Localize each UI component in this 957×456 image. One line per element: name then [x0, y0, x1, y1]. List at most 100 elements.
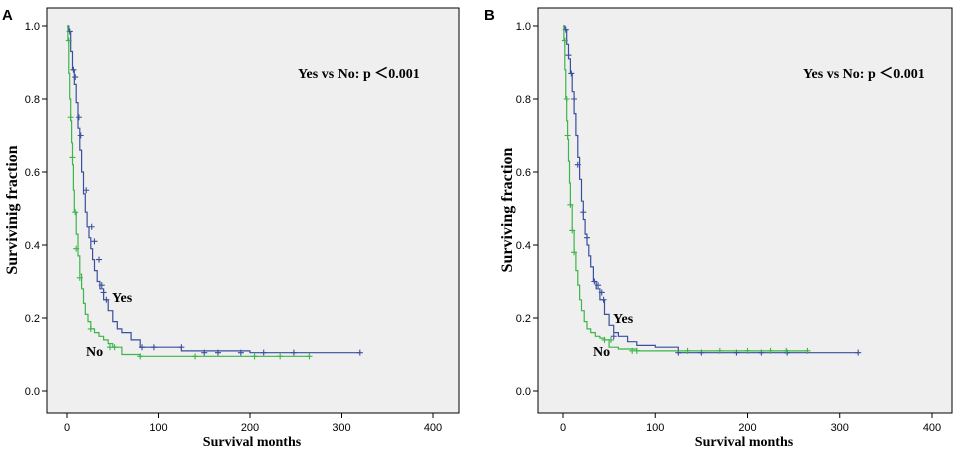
panel-a-y-tick-label: 0.2 [25, 313, 40, 325]
panel-a-censor-mark-yes [237, 349, 244, 356]
panel-a-censor-mark-yes [88, 223, 95, 230]
panel-a-curve-yes [67, 25, 360, 354]
panel-b-censor-mark-yes [583, 234, 590, 241]
panel-a-censor-mark-yes [201, 349, 208, 356]
panel-a-x-ticks: 0 100 200 300 400 [64, 413, 442, 434]
panel-b-y-axis-title: Surviving fraction [499, 147, 516, 272]
panel-b-censor-mark-no [567, 201, 574, 208]
panel-b-censor-mark-yes [595, 282, 602, 289]
panel-a-x-tick-label: 0 [64, 422, 70, 434]
panel-a-censor-mark-yes [98, 282, 105, 289]
panel-a-censor-mark-no [65, 37, 72, 44]
panel-b-curve-yes [563, 25, 859, 354]
panel-b-censor-mark-no [804, 347, 811, 354]
panel-b-censor-mark-no [563, 96, 570, 102]
panel-a-censor-mark-yes [75, 114, 82, 121]
panel-b-censor-mark-no [601, 336, 608, 343]
panel-a-censor-mark-yes [150, 344, 157, 351]
panel-b-y-tick-label: 0.8 [516, 94, 531, 106]
panel-a: A 0 100 200 300 400 0.0 0.2 0.4 0.6 0.8 1.0 Survi… [2, 7, 460, 450]
panel-b-x-tick-label: 300 [831, 422, 849, 434]
panel-a-x-tick-label: 200 [241, 422, 259, 434]
panel-b-curves [561, 25, 862, 356]
panel-b-y-tick-label: 0.4 [516, 240, 531, 252]
panel-a-censor-mark-no [69, 154, 76, 161]
panel-b-censor-mark-yes [574, 161, 581, 168]
panel-a-censor-mark-no [192, 353, 199, 360]
panel-a-series-label-no: No [86, 345, 103, 360]
panel-b-label: B [484, 7, 495, 24]
panel-b-censor-mark-no [569, 227, 576, 234]
panel-b-censor-mark-yes [580, 209, 587, 216]
panel-a-censor-mark-yes [260, 349, 267, 356]
panel-a-y-axis-title: Survivinig fraction [4, 145, 21, 274]
panel-b-censor-mark-yes [598, 289, 605, 296]
panel-a-censor-mark-yes [139, 344, 146, 351]
panel-a-censor-mark-no [277, 353, 284, 360]
panel-b-censor-mark-no [571, 249, 578, 256]
panel-a-y-tick-label: 0.8 [25, 94, 40, 106]
panel-a-censor-mark-yes [356, 349, 363, 356]
panel-a-censor-mark-no [72, 209, 79, 216]
panel-a-censor-mark-no [251, 353, 258, 360]
panel-b-censor-mark-yes [610, 333, 617, 340]
panel-a-censor-mark-yes [91, 238, 98, 245]
panel-a-y-tick-label: 0.4 [25, 240, 40, 252]
panel-a-censor-mark-no [137, 353, 144, 360]
panel-b-series-label-no: No [593, 345, 610, 360]
panel-b-x-tick-label: 200 [738, 422, 756, 434]
panel-b-censor-mark-no [744, 347, 751, 354]
panel-a-series-label-yes: Yes [112, 291, 133, 306]
panel-b-y-tick-label: 1.0 [516, 21, 531, 33]
panel-b-censor-mark-yes [568, 70, 575, 77]
panel-a-censor-mark-yes [96, 256, 103, 263]
panel-a-censor-mark-yes [214, 349, 221, 356]
panel-b-censor-mark-yes [571, 96, 578, 102]
panel-b-censor-mark-yes [600, 296, 607, 303]
panel-b-censor-mark-yes [565, 52, 572, 59]
panel-a-censor-mark-yes [72, 74, 79, 81]
panel-a-censor-mark-no [111, 344, 118, 351]
panel-a-censor-mark-yes [100, 289, 107, 296]
panel-a-censor-mark-no [73, 245, 80, 252]
panel-a-censor-mark-yes [77, 132, 84, 139]
panel-b-x-tick-label: 100 [646, 422, 664, 434]
panel-b-censor-mark-no [716, 347, 723, 354]
panel-b-y-ticks: 0.0 0.2 0.4 0.6 0.8 1.0 [516, 21, 538, 398]
panel-a-curves [65, 25, 363, 360]
panel-b-censor-mark-no [767, 347, 774, 354]
panel-b: B 0 100 200 300 400 0.0 0.2 0.4 0.6 0.8 1.0 Survi… [484, 7, 953, 450]
panel-a-censor-mark-no [87, 325, 94, 332]
panel-a-censor-mark-no [306, 353, 313, 360]
panel-a-censor-mark-yes [290, 349, 297, 356]
panel-a-curve-no [67, 25, 310, 357]
panel-a-censor-mark-yes [103, 296, 110, 303]
panel-b-x-axis-title: Survival months [695, 435, 794, 450]
panel-a-x-tick-label: 400 [424, 422, 442, 434]
panel-b-censor-mark-no [633, 347, 640, 354]
panel-a-plot-area [46, 7, 460, 414]
panel-b-censor-mark-no [607, 336, 614, 343]
panel-b-x-ticks: 0 100 200 300 400 [560, 413, 941, 434]
panel-b-censor-mark-no [561, 37, 568, 44]
panel-b-y-tick-label: 0.6 [516, 167, 531, 179]
panel-a-x-axis-title: Survival months [203, 435, 302, 450]
panel-a-censor-mark-yes [70, 66, 77, 73]
panel-b-x-tick-label: 0 [560, 422, 566, 434]
panel-a-y-tick-label: 0.0 [25, 386, 40, 398]
panel-b-plot-area [537, 7, 953, 414]
panel-a-censor-mark-no [76, 274, 83, 281]
panel-b-x-tick-label: 400 [923, 422, 941, 434]
panel-a-censor-mark-yes [83, 187, 90, 194]
panel-a-y-tick-label: 0.6 [25, 167, 40, 179]
panel-b-censor-mark-yes [855, 349, 862, 356]
panel-a-x-tick-label: 300 [332, 422, 350, 434]
panel-a-y-tick-label: 1.0 [25, 21, 40, 33]
panel-a-p-value-annotation: Yes vs No: p ＜0.001 [298, 67, 420, 82]
panel-b-p-value-annotation: Yes vs No: p ＜0.001 [803, 67, 925, 82]
panel-b-censor-mark-no [564, 132, 571, 139]
panel-a-censor-mark-no [67, 114, 74, 121]
panel-b-y-tick-label: 0.2 [516, 313, 531, 325]
panel-b-censor-mark-no [783, 347, 790, 354]
